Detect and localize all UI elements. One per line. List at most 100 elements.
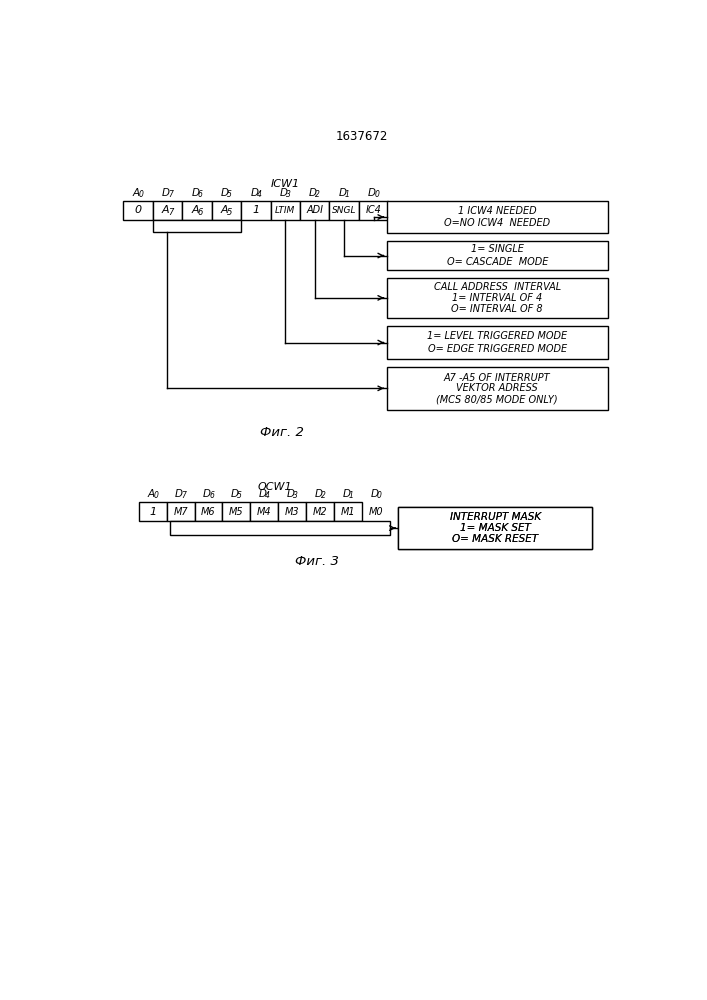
Text: D: D	[339, 188, 346, 198]
Text: A: A	[162, 205, 170, 215]
Bar	[387, 326, 607, 359]
Text: CALL ADDRESS  INTERVAL: CALL ADDRESS INTERVAL	[433, 282, 561, 292]
Text: 5: 5	[237, 491, 242, 500]
Text: 2: 2	[321, 491, 326, 500]
Bar	[398, 507, 592, 549]
Bar	[167, 502, 194, 521]
Text: (MCS 80/85 MODE ONLY): (MCS 80/85 MODE ONLY)	[436, 394, 558, 404]
Bar	[387, 201, 607, 233]
Text: A7 -A5 OF INTERRUPT: A7 -A5 OF INTERRUPT	[444, 373, 551, 383]
Text: D: D	[250, 188, 258, 198]
Bar	[182, 201, 211, 220]
Text: D: D	[286, 489, 295, 499]
Bar	[279, 502, 306, 521]
Bar	[194, 502, 223, 521]
Text: O= INTERVAL OF 8: O= INTERVAL OF 8	[451, 304, 543, 314]
Text: 0: 0	[153, 491, 158, 500]
Bar	[300, 201, 329, 220]
Text: A: A	[192, 205, 199, 215]
Text: D: D	[309, 188, 317, 198]
Text: M2: M2	[312, 507, 327, 517]
Bar	[387, 367, 607, 410]
Text: D: D	[342, 489, 351, 499]
Bar	[329, 201, 359, 220]
Text: D: D	[370, 489, 378, 499]
Text: A: A	[221, 205, 228, 215]
Bar	[123, 201, 153, 220]
Text: O= EDGE TRIGGERED MODE: O= EDGE TRIGGERED MODE	[428, 344, 567, 354]
Text: 4: 4	[265, 491, 270, 500]
Text: OCW1: OCW1	[257, 482, 292, 492]
Text: M6: M6	[201, 507, 216, 517]
Text: 4: 4	[257, 190, 262, 199]
Bar	[398, 507, 592, 549]
Text: D: D	[280, 188, 288, 198]
Text: 1: 1	[345, 190, 350, 199]
Text: LTIM: LTIM	[275, 206, 296, 215]
Text: 1= MASK SET: 1= MASK SET	[460, 523, 531, 533]
Bar	[334, 502, 362, 521]
Bar	[223, 502, 250, 521]
Text: 1= INTERVAL OF 4: 1= INTERVAL OF 4	[452, 293, 542, 303]
Text: 0: 0	[134, 205, 141, 215]
Text: 7: 7	[168, 208, 173, 217]
Bar	[170, 521, 390, 535]
Text: A: A	[148, 489, 155, 499]
Text: M3: M3	[285, 507, 300, 517]
Bar	[153, 201, 182, 220]
Text: D: D	[203, 489, 211, 499]
Text: D: D	[259, 489, 267, 499]
Text: 7: 7	[181, 491, 186, 500]
Text: M1: M1	[341, 507, 356, 517]
Text: IC4: IC4	[366, 205, 382, 215]
Text: 6: 6	[197, 208, 203, 217]
Text: 3: 3	[293, 491, 298, 500]
Text: A: A	[133, 188, 140, 198]
Bar	[271, 201, 300, 220]
Text: INTERRUPT MASK: INTERRUPT MASK	[450, 512, 541, 522]
Text: D: D	[221, 188, 229, 198]
Bar	[153, 220, 241, 232]
Text: 1: 1	[349, 491, 354, 500]
Text: 6: 6	[197, 190, 202, 199]
Text: 5: 5	[227, 208, 232, 217]
Text: 1: 1	[252, 205, 259, 215]
Text: Фиг. 2: Фиг. 2	[260, 426, 304, 439]
Text: O=NO ICW4  NEEDED: O=NO ICW4 NEEDED	[444, 218, 550, 228]
Text: Фиг. 3: Фиг. 3	[295, 555, 339, 568]
Bar	[241, 201, 271, 220]
Text: 1= LEVEL TRIGGERED MODE: 1= LEVEL TRIGGERED MODE	[427, 331, 567, 341]
Text: O= MASK RESET: O= MASK RESET	[452, 534, 538, 544]
Text: D: D	[175, 489, 183, 499]
Text: O= CASCADE  MODE: O= CASCADE MODE	[447, 257, 548, 267]
Text: 0: 0	[139, 190, 144, 199]
Bar	[387, 241, 607, 270]
Bar	[306, 502, 334, 521]
Text: 6: 6	[209, 491, 214, 500]
Text: 1: 1	[149, 507, 156, 517]
Text: ICW1: ICW1	[271, 179, 300, 189]
Text: SNGL: SNGL	[332, 206, 356, 215]
Text: M0: M0	[368, 507, 383, 517]
Text: 1= SINGLE: 1= SINGLE	[471, 244, 524, 254]
Text: 1= MASK SET: 1= MASK SET	[460, 523, 531, 533]
Text: 3: 3	[286, 190, 291, 199]
Bar	[139, 502, 167, 521]
Text: 2: 2	[315, 190, 320, 199]
Text: O= MASK RESET: O= MASK RESET	[452, 534, 538, 544]
Text: M4: M4	[257, 507, 271, 517]
Text: 1 ICW4 NEEDED: 1 ICW4 NEEDED	[458, 206, 537, 216]
Text: 0: 0	[377, 491, 382, 500]
Text: D: D	[192, 188, 199, 198]
Bar	[250, 502, 279, 521]
Text: D: D	[231, 489, 239, 499]
Text: 5: 5	[227, 190, 232, 199]
Text: M5: M5	[229, 507, 244, 517]
Text: 7: 7	[168, 190, 173, 199]
Text: M7: M7	[173, 507, 188, 517]
Text: ADI: ADI	[306, 205, 323, 215]
Text: VEKTOR ADRESS: VEKTOR ADRESS	[456, 383, 538, 393]
Bar	[359, 201, 388, 220]
Text: INTERRUPT MASK: INTERRUPT MASK	[450, 512, 541, 522]
Text: D: D	[368, 188, 376, 198]
